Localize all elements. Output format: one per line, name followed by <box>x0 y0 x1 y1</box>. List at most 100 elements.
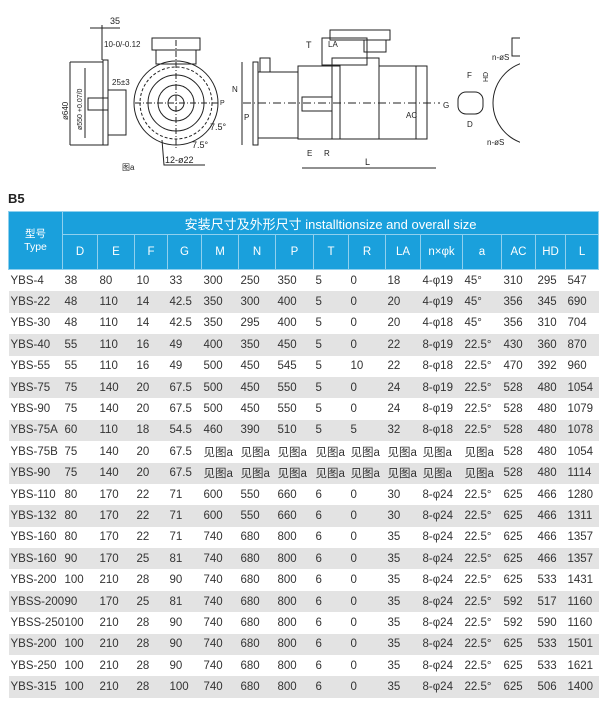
value-cell: 250 <box>240 274 260 287</box>
value-cell: 22.5° <box>464 360 492 373</box>
value-cell: 740 <box>201 633 239 656</box>
table-row: YBS-200 100 210 28 90 740 680 800 6 0 35 8-φ24 22.5°… <box>9 569 599 590</box>
value-cell: 356 <box>503 317 523 330</box>
dim-ns-bottom: n-øS <box>487 138 504 147</box>
value-cell: 90 <box>62 590 98 613</box>
value-cell: 0 <box>348 376 386 399</box>
value-cell: 110 <box>97 334 135 356</box>
value-cell: 390 <box>238 419 276 442</box>
value-cell: 392 <box>537 360 557 373</box>
value-cell: 49 <box>169 360 183 373</box>
type-header: 型号 Type <box>8 211 63 270</box>
figure-a-label: 图a <box>122 163 135 172</box>
value-cell: 740 <box>203 659 223 672</box>
value-cell: 625 <box>503 488 523 501</box>
value-cell: 28 <box>134 633 168 656</box>
value-cell: 450 <box>240 360 260 373</box>
value-cell: 0 <box>348 590 386 613</box>
value-cell: 80 <box>64 531 78 544</box>
value-cell: 22.5° <box>462 376 502 399</box>
value-cell: 14 <box>136 317 150 330</box>
value-cell: 8-φ18 <box>422 360 453 373</box>
value-cell: 22 <box>134 505 168 527</box>
value-cell: 见图a <box>275 462 314 484</box>
value-cell: 350 <box>203 317 223 330</box>
value-cell: 800 <box>275 548 314 570</box>
type-cell: YBS-200 <box>10 574 57 587</box>
value-cell: 5 <box>313 334 349 356</box>
value-cell: 67.5 <box>169 403 192 416</box>
value-cell: 42.5 <box>169 317 192 330</box>
value-cell: 100 <box>62 633 98 656</box>
value-cell: 75 <box>64 445 78 458</box>
dim-g: G <box>443 101 449 110</box>
value-cell: 6 <box>313 633 349 656</box>
table-row: YBS-30 48 110 14 42.5 350 295 400 5 0 20 4-φ18 45° 35… <box>9 313 599 334</box>
value-cell: 48 <box>64 317 78 330</box>
value-cell: 430 <box>501 334 536 356</box>
column-header: n×φk <box>420 234 463 270</box>
value-cell: 30 <box>385 505 421 527</box>
value-cell: 356 <box>501 291 536 313</box>
value-cell: 45° <box>464 274 482 287</box>
dim-640: ø640 <box>61 101 70 120</box>
table-row: YBS-315 100 210 28 100 740 680 800 6 0 35 8-φ24 22.5… <box>8 676 599 698</box>
value-cell: 740 <box>203 616 223 629</box>
value-cell: 0 <box>350 531 357 544</box>
value-cell: 625 <box>501 548 536 570</box>
value-cell: 35 <box>385 548 421 570</box>
value-cell: 1079 <box>567 403 594 416</box>
value-cell: 110 <box>99 317 118 330</box>
value-cell: 690 <box>565 291 599 313</box>
column-header: G <box>167 234 202 270</box>
value-cell: 22.5° <box>462 505 502 527</box>
value-cell: 300 <box>203 274 223 287</box>
value-cell: 800 <box>277 574 297 587</box>
type-cell: YBS-40 <box>8 334 63 356</box>
value-cell: 25 <box>134 548 168 570</box>
value-cell: 547 <box>567 274 587 287</box>
table-row: YBS-90 75 140 20 67.5 见图a 见图a 见图a 见图a 见图a 见图a 见图a 见图… <box>8 462 599 484</box>
column-header: LA <box>385 234 421 270</box>
value-cell: 800 <box>277 659 297 672</box>
value-cell: 48 <box>62 291 98 313</box>
value-cell: 81 <box>167 548 202 570</box>
value-cell: 506 <box>535 676 566 698</box>
flange-detail-view: 35 10-0/-0.12 25±3 ø640 ø550 +0.07/0 图a <box>61 16 141 172</box>
value-cell: 71 <box>169 531 183 544</box>
value-cell: 22 <box>387 360 401 373</box>
value-cell: 0 <box>350 317 357 330</box>
value-cell: 533 <box>537 574 557 587</box>
value-cell: 545 <box>277 360 297 373</box>
value-cell: 528 <box>503 403 523 416</box>
value-cell: 见图a <box>240 446 270 459</box>
value-cell: 6 <box>313 590 349 613</box>
value-cell: 528 <box>503 445 523 458</box>
value-cell: 10 <box>136 274 150 287</box>
value-cell: 38 <box>64 274 78 287</box>
value-cell: 71 <box>167 505 202 527</box>
value-cell: 22.5° <box>462 419 502 442</box>
value-cell: 140 <box>99 445 119 458</box>
value-cell: 见图a <box>387 446 417 459</box>
value-cell: 100 <box>64 616 84 629</box>
column-header: HD <box>535 234 566 270</box>
value-cell: 22.5° <box>462 590 502 613</box>
value-cell: 8-φ19 <box>422 403 453 416</box>
column-header: a <box>462 234 502 270</box>
value-cell: 528 <box>501 376 536 399</box>
value-cell: 5 <box>313 419 349 442</box>
table-row: YBS-132 80 170 22 71 600 550 660 6 0 30 8-φ24 22.5° 6… <box>8 505 599 527</box>
value-cell: 22.5° <box>462 334 502 356</box>
value-cell: 625 <box>503 659 523 672</box>
value-cell: 592 <box>501 590 536 613</box>
value-cell: 625 <box>503 574 523 587</box>
value-cell: 55 <box>64 360 78 373</box>
value-cell: 75 <box>62 376 98 399</box>
value-cell: 10 <box>350 360 364 373</box>
flange-front-view: P 7.5° 7.5° 12-ø22 <box>133 37 227 166</box>
value-cell: 1400 <box>565 676 599 698</box>
value-cell: 8-φ24 <box>422 488 453 501</box>
value-cell: 见图a <box>315 446 345 459</box>
value-cell: 5 <box>313 376 349 399</box>
